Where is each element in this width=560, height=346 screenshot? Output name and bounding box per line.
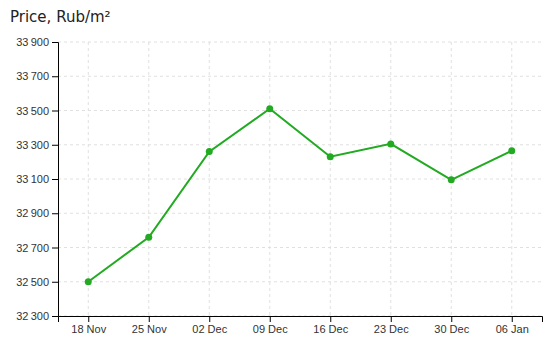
tick-label: 33 300 — [16, 139, 49, 151]
tick-label: 25 Nov — [132, 323, 167, 335]
tick: 32 300 — [16, 310, 58, 322]
chart: Price, Rub/m² 18 Nov 25 Nov 02 Dec 09 Dec 16 … — [0, 0, 560, 346]
tick-label: 18 Nov — [71, 323, 106, 335]
point — [508, 147, 515, 154]
title: Price, Rub/m² — [10, 8, 111, 26]
tick-label: 33 500 — [16, 105, 49, 117]
tick: 16 Dec — [313, 316, 348, 335]
grid-line — [58, 110, 542, 111]
tick-mark — [391, 316, 392, 322]
tick-mark — [270, 316, 271, 322]
tick: 33 100 — [16, 173, 58, 185]
tick: 02 Dec — [192, 316, 227, 335]
tick: 32 500 — [16, 276, 58, 288]
tick-mark — [330, 316, 331, 322]
tick-mark — [52, 111, 58, 112]
tick-label: 32 700 — [16, 242, 49, 254]
point — [327, 153, 334, 160]
point — [266, 105, 273, 112]
y-axis: 32 300 32 500 32 700 32 900 33 100 33 300 33 5… — [16, 36, 58, 322]
tick-label: 30 Dec — [434, 323, 469, 335]
axis-line — [59, 317, 543, 323]
grid-line — [269, 42, 270, 316]
tick-mark — [52, 76, 58, 77]
tick-label: 32 300 — [16, 310, 49, 322]
axis-line — [52, 43, 59, 317]
tick-label: 06 Jan — [496, 323, 529, 335]
grid-line — [148, 42, 149, 316]
tick-label: 32 900 — [16, 207, 49, 219]
tick-mark — [52, 316, 58, 317]
x-axis: 18 Nov 25 Nov 02 Dec 09 Dec 16 Dec 23 Dec 30 D… — [59, 316, 543, 335]
grid-line — [390, 42, 391, 316]
grid-line — [58, 76, 542, 77]
grid-line — [58, 42, 542, 43]
grid-line — [330, 42, 331, 316]
tick-label: 23 Dec — [374, 323, 409, 335]
grid-line — [511, 42, 512, 316]
tick-label: 33 700 — [16, 70, 49, 82]
tick-label: 16 Dec — [313, 323, 348, 335]
tick: 09 Dec — [253, 316, 288, 335]
grid-line — [58, 144, 542, 145]
point — [448, 176, 455, 183]
tick: 33 500 — [16, 105, 58, 117]
tick-label: 33 900 — [16, 36, 49, 48]
grid-line — [58, 281, 542, 282]
tick-mark — [88, 316, 89, 322]
tick-mark — [52, 42, 58, 43]
grid-line — [88, 42, 89, 316]
tick: 33 900 — [16, 36, 58, 48]
grid-line — [209, 42, 210, 316]
grid — [58, 42, 542, 316]
tick-mark — [209, 316, 210, 322]
plot: 18 Nov 25 Nov 02 Dec 09 Dec 16 Dec 23 Dec 30 D… — [16, 36, 542, 335]
tick-mark — [451, 316, 452, 322]
tick-label: 33 100 — [16, 173, 49, 185]
tick: 33 700 — [16, 70, 58, 82]
tick: 30 Dec — [434, 316, 469, 335]
tick: 32 700 — [16, 242, 58, 254]
tick-label: 02 Dec — [192, 323, 227, 335]
tick-label: 09 Dec — [253, 323, 288, 335]
point — [85, 278, 92, 285]
tick-mark — [52, 179, 58, 180]
tick: 06 Jan — [496, 316, 529, 335]
tick: 25 Nov — [132, 316, 167, 335]
grid-line — [58, 213, 542, 214]
line — [88, 109, 512, 282]
point — [206, 148, 213, 155]
tick: 33 300 — [16, 139, 58, 151]
tick: 18 Nov — [71, 316, 106, 335]
series — [85, 105, 516, 285]
tick-mark — [52, 213, 58, 214]
point — [387, 140, 394, 147]
point — [145, 234, 152, 241]
tick-mark — [512, 316, 513, 322]
tick-mark — [149, 316, 150, 322]
tick-mark — [52, 248, 58, 249]
tick-label: 32 500 — [16, 276, 49, 288]
tick-mark — [52, 282, 58, 283]
grid-line — [58, 247, 542, 248]
tick-mark — [52, 145, 58, 146]
tick: 32 900 — [16, 207, 58, 219]
tick: 23 Dec — [374, 316, 409, 335]
grid-line — [58, 179, 542, 180]
